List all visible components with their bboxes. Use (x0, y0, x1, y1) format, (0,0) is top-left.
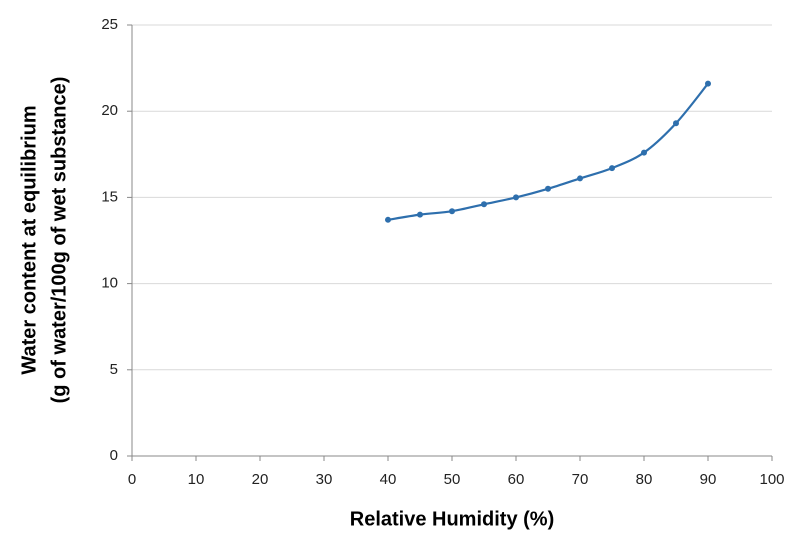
x-tick-label: 20 (252, 471, 269, 488)
x-tick-label: 10 (188, 471, 205, 488)
y-axis-title: Water content at equilibrium (18, 105, 40, 374)
y-tick-label: 20 (101, 102, 118, 119)
data-point (641, 149, 647, 156)
data-point (513, 194, 519, 201)
data-point (481, 201, 487, 208)
x-tick-label: 40 (380, 471, 397, 488)
x-tick-label: 0 (128, 471, 136, 488)
x-tick-label: 100 (759, 471, 784, 488)
data-point (545, 185, 551, 192)
x-tick-label: 80 (636, 471, 653, 488)
y-tick-label: 5 (110, 361, 118, 378)
x-tick-label: 60 (508, 471, 525, 488)
y-tick-label: 10 (101, 275, 118, 292)
data-point (673, 120, 679, 127)
y-axis-title: (g of water/100g of wet substance) (48, 77, 70, 404)
data-point (417, 211, 423, 218)
x-tick-label: 50 (444, 471, 461, 488)
y-tick-label: 15 (101, 188, 118, 205)
x-axis-title: Relative Humidity (%) (350, 508, 554, 530)
data-point (385, 216, 391, 223)
y-tick-label: 25 (101, 16, 118, 33)
x-tick-label: 30 (316, 471, 333, 488)
series-line (387, 82, 709, 221)
data-point (609, 165, 615, 172)
data-point (449, 208, 455, 215)
data-point (705, 80, 711, 87)
y-tick-label: 0 (110, 447, 118, 464)
x-tick-label: 70 (572, 471, 589, 488)
data-point (577, 175, 583, 182)
x-tick-label: 90 (700, 471, 717, 488)
